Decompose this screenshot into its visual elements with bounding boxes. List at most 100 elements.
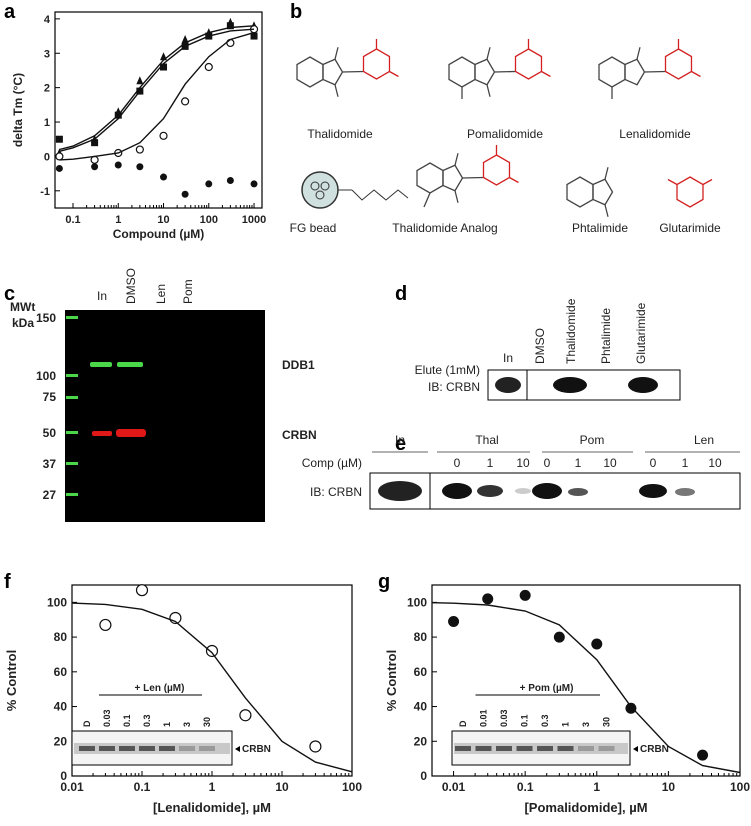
ring [514,48,543,80]
point [697,749,709,761]
ring [322,58,344,86]
inset-lane-label: 0.1 [520,714,530,727]
lane-label: Len [154,284,168,304]
inset-band [537,746,553,751]
conc-value: 0 [454,456,461,470]
x-tick-label: 0.1 [517,780,534,794]
inset-band [139,746,155,751]
panel-label: b [290,1,302,23]
conc-value: 1 [682,456,689,470]
lane-label: In [97,289,107,303]
bead-part [320,181,330,191]
inset-lane-label: 0.01 [479,709,489,727]
blot-part [568,488,588,496]
structure-label: Lenalidomide [619,127,691,141]
x-tick-label: 0.01 [442,780,466,794]
inset-band [557,746,574,751]
conc-value: 0 [650,456,657,470]
bead-part [351,189,409,201]
row-label: IB: CRBN [310,485,362,499]
structure-label: FG bead [290,221,337,235]
x-tick-label: 100 [730,780,750,794]
inset-arrow [633,746,638,752]
blot-part [532,483,562,499]
ring [592,178,614,206]
inset-lane-label: 0.03 [102,709,112,727]
ring [448,56,476,88]
x-tick-label: 10 [157,214,169,226]
row-label: Elute (1mM) [415,363,480,377]
inset-lane-label: 30 [202,717,212,727]
band-label: CRBN [282,428,317,442]
bond [454,190,459,203]
structure [296,39,713,217]
conc-value: 10 [516,456,530,470]
inset-band [516,746,533,751]
inset-lane-label: 0.3 [540,714,550,727]
point [181,97,190,106]
conc-value: 1 [575,456,582,470]
point [226,176,234,184]
ring [664,48,693,80]
y-tick-label: -1 [40,186,50,198]
group-label: Len [694,433,714,447]
inset-band [475,746,492,751]
panel-label: c [4,283,15,305]
y-tick-label: 80 [414,630,428,644]
y-tick-label: 40 [54,700,68,714]
structure-label: Thalidomide Analog [392,221,497,235]
y-tick-label: 0 [420,769,427,783]
point [181,35,189,44]
bead-part [301,171,339,209]
y-tick-label: 80 [54,630,68,644]
bond [462,176,484,179]
bond [702,178,713,186]
bond [541,70,551,78]
blot-part [378,481,422,501]
x-axis-label: [Pomalidomide], µM [524,800,647,815]
marker-label: 75 [43,390,57,404]
bond [486,84,491,97]
point [448,615,460,627]
bead-part [315,190,325,200]
fit-curve [59,28,255,152]
gel-part-part [66,374,78,377]
inset-band [598,746,615,751]
ring [296,56,324,88]
bond [342,70,364,73]
fit-curve [71,602,353,773]
point [226,17,234,26]
point [159,131,168,140]
y-tick-label: 1 [44,117,50,129]
y-tick-label: 100 [407,595,427,609]
x-tick-label: 0.01 [60,780,84,794]
lane-label: DMSO [533,328,547,364]
x-tick-label: 10 [662,780,676,794]
band-label: DDB1 [282,358,315,372]
bond [389,70,399,78]
inset-band [159,746,175,751]
point [226,38,235,48]
blot [369,451,741,510]
bond [454,153,459,166]
plot-frame [54,11,263,209]
bond [334,47,339,60]
gel-part-part [66,431,78,434]
group-label: Thal [475,433,498,447]
point [204,62,213,72]
structure-label: Pomalidomide [467,127,543,141]
gel-header: kDa [12,316,34,330]
ring [482,154,511,186]
point [625,702,637,714]
inset-band [199,746,215,751]
x-tick-label: 1 [115,214,121,226]
point [136,76,144,85]
x-tick-label: 0.1 [65,214,80,226]
panel-label: d [395,283,407,305]
inset-arrow [235,746,240,752]
bond [667,178,678,186]
inset-lane-label: 3 [182,722,192,727]
point [160,63,168,71]
point [135,584,149,597]
